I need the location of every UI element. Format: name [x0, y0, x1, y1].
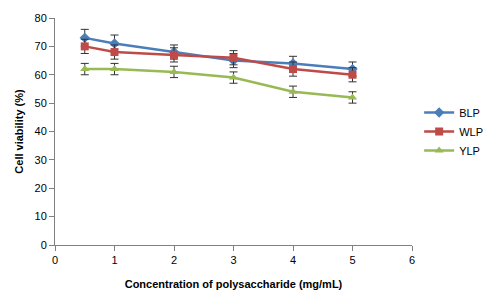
svg-text:3: 3 [230, 254, 236, 266]
svg-text:5: 5 [349, 254, 355, 266]
svg-text:BLP: BLP [459, 107, 480, 119]
svg-text:60: 60 [35, 69, 47, 81]
svg-text:WLP: WLP [459, 126, 483, 138]
svg-text:40: 40 [35, 125, 47, 137]
svg-text:Concentration of polysaccharid: Concentration of polysaccharide (mg/mL) [125, 278, 343, 290]
svg-text:0: 0 [41, 239, 47, 251]
svg-text:20: 20 [35, 182, 47, 194]
svg-text:30: 30 [35, 154, 47, 166]
svg-text:80: 80 [35, 12, 47, 24]
svg-text:4: 4 [290, 254, 296, 266]
svg-text:0: 0 [52, 254, 58, 266]
svg-text:1: 1 [111, 254, 117, 266]
svg-text:YLP: YLP [459, 145, 480, 157]
svg-text:50: 50 [35, 97, 47, 109]
svg-text:70: 70 [35, 40, 47, 52]
svg-text:2: 2 [171, 254, 177, 266]
svg-text:Cell viability (%): Cell viability (%) [13, 89, 25, 174]
svg-text:10: 10 [35, 210, 47, 222]
svg-text:6: 6 [409, 254, 415, 266]
